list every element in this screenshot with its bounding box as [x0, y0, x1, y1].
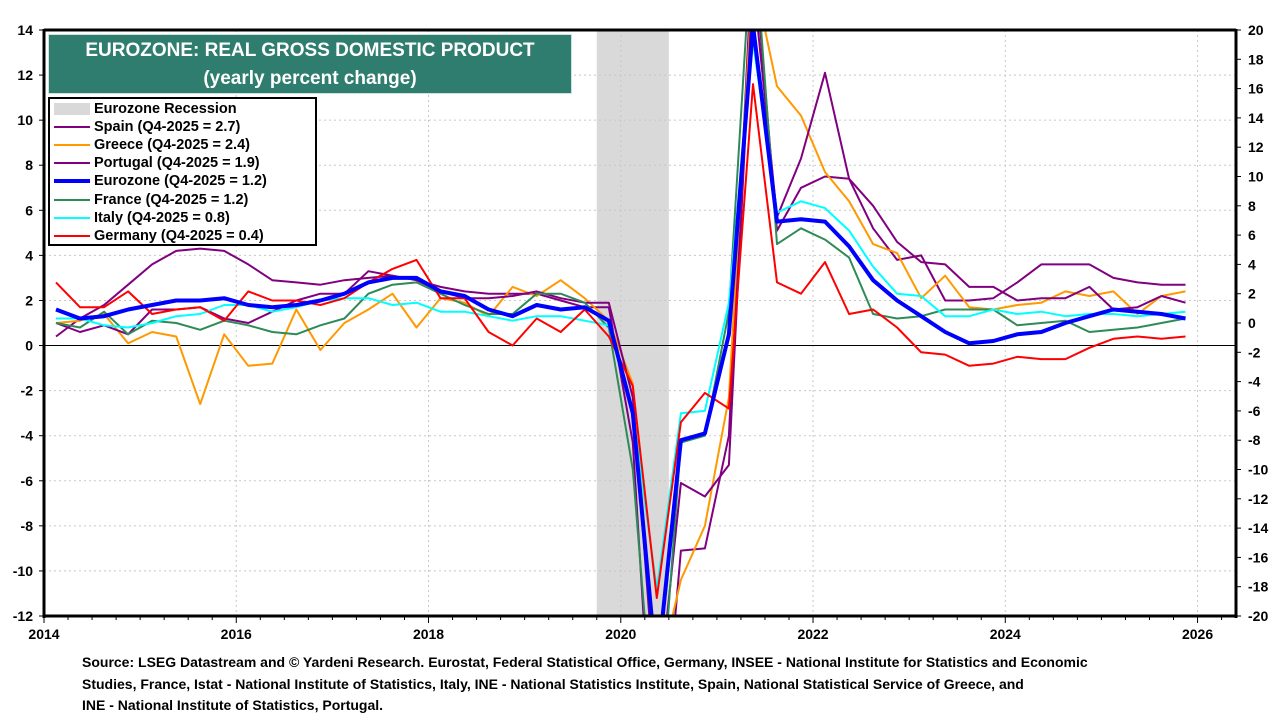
legend-swatch-eurozone: [54, 179, 90, 184]
y-tick-label: -6: [21, 473, 34, 489]
legend-item-germany: Germany (Q4-2025 = 0.4): [54, 227, 315, 245]
legend-label: Portugal (Q4-2025 = 1.9): [94, 155, 260, 172]
y-tick-label: 14: [17, 22, 33, 38]
y2-tick-label: 0: [1248, 315, 1256, 331]
legend: Eurozone Recession Spain (Q4-2025 = 2.7)…: [48, 97, 317, 246]
y2-tick-label: 10: [1248, 169, 1264, 185]
y2-tick-label: -12: [1248, 491, 1268, 507]
y2-tick-label: -18: [1248, 579, 1268, 595]
y2-tick-label: 20: [1248, 22, 1264, 38]
legend-item-france: France (Q4-2025 = 1.2): [54, 190, 315, 208]
y-tick-label: 2: [25, 292, 33, 308]
series-line-portugal: [55, 30, 1186, 616]
y-tick-label: -10: [13, 563, 33, 579]
y2-tick-label: -20: [1248, 608, 1268, 624]
y2-tick-label: -2: [1248, 344, 1261, 360]
legend-item-greece: Greece (Q4-2025 = 2.4): [54, 136, 315, 154]
legend-item-recession: Eurozone Recession: [54, 100, 315, 118]
legend-swatch-france: [54, 198, 90, 201]
y2-tick-label: 16: [1248, 81, 1264, 97]
y2-tick-label: 14: [1248, 110, 1264, 126]
source-note: Source: LSEG Datastream and © Yardeni Re…: [82, 652, 1262, 717]
legend-item-italy: Italy (Q4-2025 = 0.8): [54, 209, 315, 227]
legend-swatch-portugal: [54, 162, 90, 165]
x-tick-label: 2026: [1182, 626, 1213, 642]
legend-label: Eurozone (Q4-2025 = 1.2): [94, 173, 267, 190]
y2-tick-label: 12: [1248, 139, 1264, 155]
x-axis: 2014 2016 2018 2020 2022 2024 2026: [28, 616, 1223, 642]
legend-label: Greece (Q4-2025 = 2.4): [94, 137, 250, 154]
legend-item-portugal: Portugal (Q4-2025 = 1.9): [54, 154, 315, 172]
y2-tick-label: 4: [1248, 256, 1256, 272]
chart-title-box: EUROZONE: REAL GROSS DOMESTIC PRODUCT (y…: [48, 34, 572, 94]
y-axis-right: 20181614121086420-2-4-6-8-10-12-14-16-18…: [1236, 22, 1268, 624]
source-line-1: Source: LSEG Datastream and © Yardeni Re…: [82, 654, 1088, 670]
x-tick-label: 2022: [797, 626, 828, 642]
series-line-france: [55, 30, 1186, 616]
y2-tick-label: -10: [1248, 462, 1268, 478]
y-tick-label: -8: [21, 518, 34, 534]
y-tick-label: 4: [25, 247, 33, 263]
y2-tick-label: 2: [1248, 286, 1256, 302]
chart-title: EUROZONE: REAL GROSS DOMESTIC PRODUCT: [85, 40, 535, 61]
y2-tick-label: -6: [1248, 403, 1261, 419]
legend-swatch-italy: [54, 216, 90, 219]
y2-tick-label: -14: [1248, 520, 1268, 536]
y-tick-label: 8: [25, 157, 33, 173]
legend-item-eurozone: Eurozone (Q4-2025 = 1.2): [54, 172, 315, 190]
x-tick-label: 2018: [413, 626, 444, 642]
legend-swatch-germany: [54, 234, 90, 237]
y2-tick-label: 6: [1248, 227, 1256, 243]
series-layer: [55, 30, 1186, 616]
x-tick-label: 2016: [221, 626, 252, 642]
y2-tick-label: -4: [1248, 374, 1261, 390]
series-line-eurozone: [55, 30, 1186, 616]
y-tick-label: -4: [21, 428, 34, 444]
chart-subtitle: (yearly percent change): [203, 68, 417, 89]
legend-label: Spain (Q4-2025 = 2.7): [94, 119, 241, 136]
source-line-3: INE - National Institute of Statistics, …: [82, 697, 384, 713]
x-tick-label: 2020: [605, 626, 636, 642]
legend-label: Germany (Q4-2025 = 0.4): [94, 227, 264, 244]
y2-tick-label: -8: [1248, 432, 1261, 448]
y-tick-label: 0: [25, 338, 33, 354]
y-axis-left: 14 12 10 8 6 4 2 0 -2 -4 -6 -8 -10 -12: [13, 22, 44, 624]
y2-tick-label: 8: [1248, 198, 1256, 214]
x-tick-label: 2014: [28, 626, 59, 642]
y-tick-label: 12: [17, 67, 33, 83]
legend-swatch-spain: [54, 126, 90, 129]
y-tick-label: 10: [17, 112, 33, 128]
x-tick-label: 2024: [990, 626, 1021, 642]
legend-label: Eurozone Recession: [94, 101, 237, 118]
y-tick-label: -12: [13, 608, 33, 624]
y2-tick-label: 18: [1248, 51, 1264, 67]
source-line-2: Studies, France, Istat - National Instit…: [82, 675, 1024, 692]
y-tick-label: 6: [25, 202, 33, 218]
legend-swatch-recession: [54, 103, 90, 116]
y2-tick-label: -16: [1248, 549, 1268, 565]
legend-label: France (Q4-2025 = 1.2): [94, 191, 249, 208]
y-tick-label: -2: [21, 383, 34, 399]
legend-swatch-greece: [54, 144, 90, 147]
legend-label: Italy (Q4-2025 = 0.8): [94, 209, 230, 226]
legend-item-spain: Spain (Q4-2025 = 2.7): [54, 118, 315, 136]
